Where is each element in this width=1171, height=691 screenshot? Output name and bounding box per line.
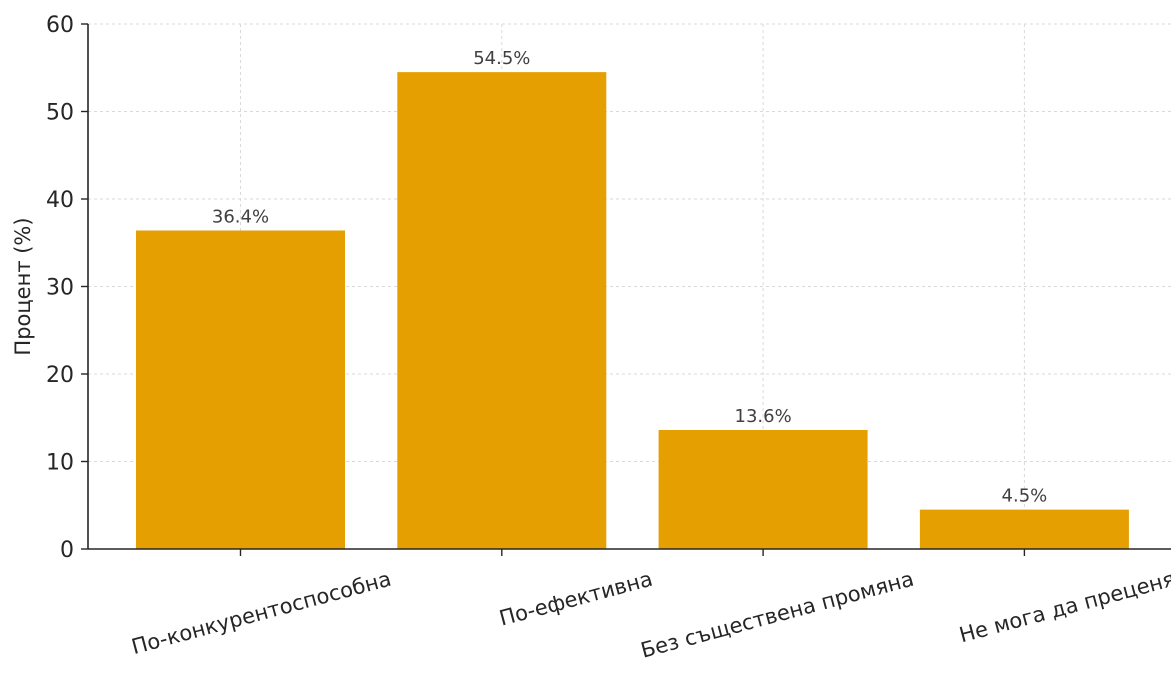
x-category-label: Без съществена промяна [638, 567, 916, 663]
x-category-label: Не мога да преценя [957, 567, 1171, 648]
y-tick-label: 60 [46, 13, 74, 38]
bar [658, 430, 868, 549]
bar [919, 509, 1129, 549]
bar-value-label: 4.5% [1002, 486, 1048, 507]
x-category-label: По-ефективна [497, 567, 655, 631]
bar-value-label: 54.5% [473, 48, 530, 69]
bar [136, 230, 345, 549]
y-tick-label: 10 [46, 451, 74, 476]
y-tick-label: 30 [46, 276, 74, 301]
y-axis-title: Процент (%) [11, 217, 35, 355]
bars [136, 72, 1129, 549]
bar [397, 72, 607, 549]
axes [81, 23, 1171, 556]
y-tick-label: 50 [46, 101, 74, 126]
y-tick-label: 20 [46, 363, 74, 388]
x-category-label: По-конкурентоспособна [129, 567, 394, 659]
y-tick-label: 0 [60, 538, 74, 563]
bar-value-label: 36.4% [212, 207, 269, 228]
y-tick-label: 40 [46, 188, 74, 213]
bar-value-label: 13.6% [735, 406, 792, 427]
